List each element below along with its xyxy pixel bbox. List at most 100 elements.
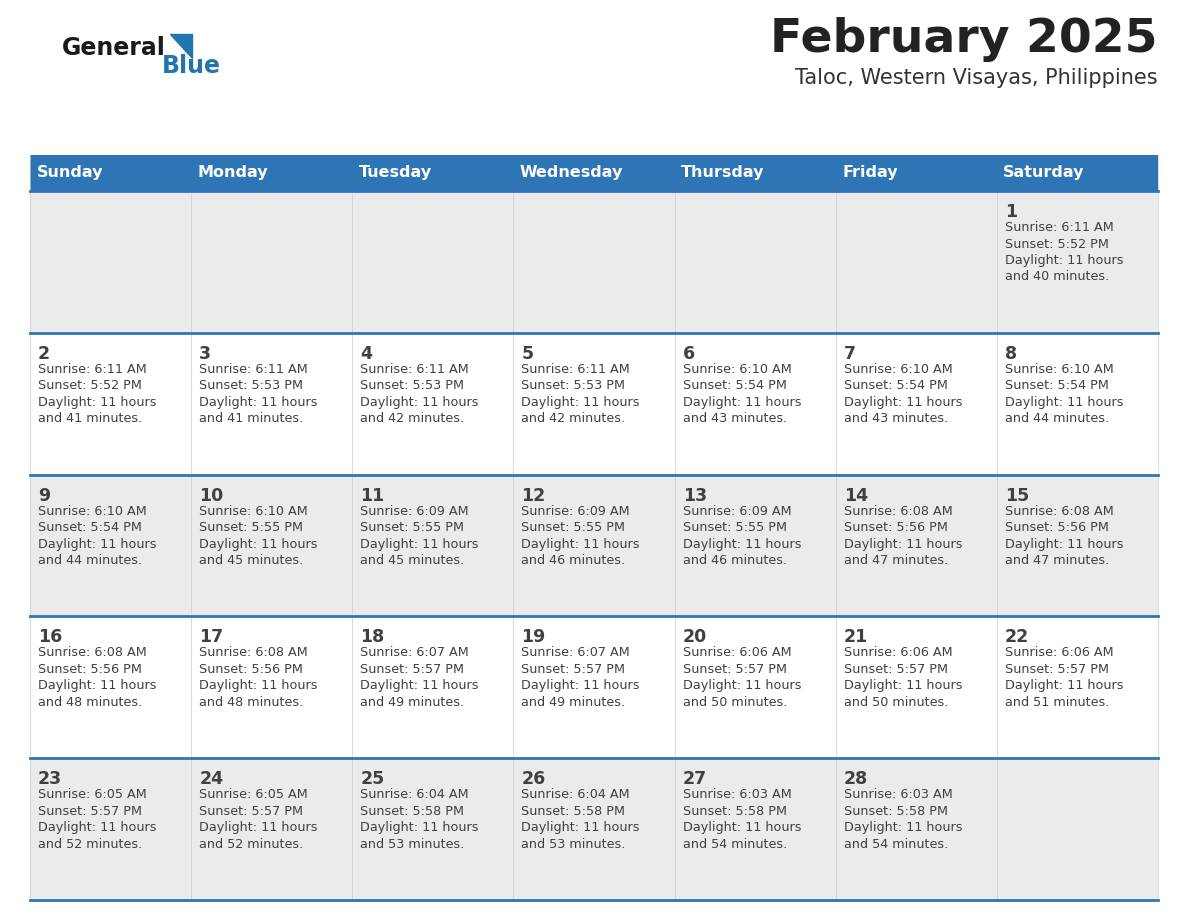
Text: Friday: Friday bbox=[842, 165, 898, 181]
Bar bbox=[191, 758, 353, 900]
Text: Daylight: 11 hours: Daylight: 11 hours bbox=[683, 396, 801, 409]
Bar bbox=[30, 475, 191, 616]
Text: 6: 6 bbox=[683, 345, 695, 363]
Text: Sunrise: 6:11 AM: Sunrise: 6:11 AM bbox=[360, 363, 469, 375]
Polygon shape bbox=[170, 34, 192, 58]
Text: and 53 minutes.: and 53 minutes. bbox=[522, 838, 626, 851]
Text: Daylight: 11 hours: Daylight: 11 hours bbox=[38, 679, 157, 692]
Text: Sunrise: 6:04 AM: Sunrise: 6:04 AM bbox=[360, 789, 469, 801]
Text: Daylight: 11 hours: Daylight: 11 hours bbox=[843, 822, 962, 834]
Text: Daylight: 11 hours: Daylight: 11 hours bbox=[38, 822, 157, 834]
Text: Daylight: 11 hours: Daylight: 11 hours bbox=[522, 538, 640, 551]
Text: Sunset: 5:55 PM: Sunset: 5:55 PM bbox=[360, 521, 465, 534]
Bar bbox=[191, 155, 353, 191]
Text: Daylight: 11 hours: Daylight: 11 hours bbox=[843, 396, 962, 409]
Text: Sunset: 5:55 PM: Sunset: 5:55 PM bbox=[683, 521, 786, 534]
Text: 20: 20 bbox=[683, 629, 707, 646]
Text: Daylight: 11 hours: Daylight: 11 hours bbox=[522, 396, 640, 409]
Text: Sunset: 5:58 PM: Sunset: 5:58 PM bbox=[683, 805, 786, 818]
Bar bbox=[835, 475, 997, 616]
Text: Sunrise: 6:06 AM: Sunrise: 6:06 AM bbox=[843, 646, 953, 659]
Bar bbox=[675, 758, 835, 900]
Text: Sunrise: 6:10 AM: Sunrise: 6:10 AM bbox=[843, 363, 953, 375]
Text: Sunset: 5:53 PM: Sunset: 5:53 PM bbox=[200, 379, 303, 392]
Text: Daylight: 11 hours: Daylight: 11 hours bbox=[38, 538, 157, 551]
Text: Sunset: 5:56 PM: Sunset: 5:56 PM bbox=[200, 663, 303, 676]
Text: 17: 17 bbox=[200, 629, 223, 646]
Text: Sunrise: 6:10 AM: Sunrise: 6:10 AM bbox=[38, 505, 147, 518]
Text: Sunset: 5:53 PM: Sunset: 5:53 PM bbox=[360, 379, 465, 392]
Text: 8: 8 bbox=[1005, 345, 1017, 363]
Text: Sunset: 5:55 PM: Sunset: 5:55 PM bbox=[200, 521, 303, 534]
Text: 12: 12 bbox=[522, 487, 545, 505]
Text: 14: 14 bbox=[843, 487, 868, 505]
Text: Blue: Blue bbox=[162, 54, 221, 78]
Text: 26: 26 bbox=[522, 770, 545, 789]
Text: Sunset: 5:55 PM: Sunset: 5:55 PM bbox=[522, 521, 625, 534]
Text: February 2025: February 2025 bbox=[771, 17, 1158, 62]
Bar bbox=[835, 616, 997, 758]
Text: and 47 minutes.: and 47 minutes. bbox=[1005, 554, 1110, 567]
Text: Daylight: 11 hours: Daylight: 11 hours bbox=[200, 396, 317, 409]
Text: and 49 minutes.: and 49 minutes. bbox=[522, 696, 626, 709]
Bar bbox=[30, 191, 191, 333]
Bar bbox=[353, 758, 513, 900]
Text: Daylight: 11 hours: Daylight: 11 hours bbox=[200, 822, 317, 834]
Text: and 49 minutes.: and 49 minutes. bbox=[360, 696, 465, 709]
Bar bbox=[191, 475, 353, 616]
Text: and 54 minutes.: and 54 minutes. bbox=[843, 838, 948, 851]
Bar bbox=[675, 333, 835, 475]
Bar bbox=[30, 333, 191, 475]
Text: and 45 minutes.: and 45 minutes. bbox=[360, 554, 465, 567]
Text: Daylight: 11 hours: Daylight: 11 hours bbox=[522, 822, 640, 834]
Bar bbox=[191, 191, 353, 333]
Text: and 40 minutes.: and 40 minutes. bbox=[1005, 271, 1110, 284]
Text: Sunset: 5:58 PM: Sunset: 5:58 PM bbox=[360, 805, 465, 818]
Bar bbox=[191, 333, 353, 475]
Text: Daylight: 11 hours: Daylight: 11 hours bbox=[683, 679, 801, 692]
Bar bbox=[675, 155, 835, 191]
Text: Sunset: 5:54 PM: Sunset: 5:54 PM bbox=[38, 521, 141, 534]
Text: 3: 3 bbox=[200, 345, 211, 363]
Text: Sunrise: 6:11 AM: Sunrise: 6:11 AM bbox=[38, 363, 147, 375]
Text: Sunset: 5:54 PM: Sunset: 5:54 PM bbox=[683, 379, 786, 392]
Text: 23: 23 bbox=[38, 770, 62, 789]
Bar bbox=[997, 191, 1158, 333]
Text: Daylight: 11 hours: Daylight: 11 hours bbox=[683, 538, 801, 551]
Text: Sunrise: 6:09 AM: Sunrise: 6:09 AM bbox=[683, 505, 791, 518]
Text: and 44 minutes.: and 44 minutes. bbox=[38, 554, 143, 567]
Text: Sunrise: 6:05 AM: Sunrise: 6:05 AM bbox=[38, 789, 147, 801]
Text: Wednesday: Wednesday bbox=[520, 165, 624, 181]
Text: Sunrise: 6:03 AM: Sunrise: 6:03 AM bbox=[683, 789, 791, 801]
Text: Sunset: 5:53 PM: Sunset: 5:53 PM bbox=[522, 379, 625, 392]
Text: Sunset: 5:57 PM: Sunset: 5:57 PM bbox=[843, 663, 948, 676]
Bar bbox=[513, 616, 675, 758]
Text: Sunrise: 6:09 AM: Sunrise: 6:09 AM bbox=[360, 505, 469, 518]
Text: and 54 minutes.: and 54 minutes. bbox=[683, 838, 786, 851]
Text: Sunrise: 6:08 AM: Sunrise: 6:08 AM bbox=[843, 505, 953, 518]
Text: 22: 22 bbox=[1005, 629, 1029, 646]
Text: Sunrise: 6:11 AM: Sunrise: 6:11 AM bbox=[200, 363, 308, 375]
Text: 4: 4 bbox=[360, 345, 372, 363]
Bar bbox=[30, 758, 191, 900]
Bar bbox=[997, 333, 1158, 475]
Text: and 51 minutes.: and 51 minutes. bbox=[1005, 696, 1110, 709]
Text: Sunset: 5:57 PM: Sunset: 5:57 PM bbox=[200, 805, 303, 818]
Text: Daylight: 11 hours: Daylight: 11 hours bbox=[1005, 396, 1124, 409]
Text: Sunrise: 6:10 AM: Sunrise: 6:10 AM bbox=[200, 505, 308, 518]
Text: 2: 2 bbox=[38, 345, 50, 363]
Text: 21: 21 bbox=[843, 629, 868, 646]
Bar bbox=[353, 155, 513, 191]
Text: and 53 minutes.: and 53 minutes. bbox=[360, 838, 465, 851]
Text: 1: 1 bbox=[1005, 203, 1017, 221]
Bar bbox=[513, 333, 675, 475]
Text: and 41 minutes.: and 41 minutes. bbox=[200, 412, 303, 425]
Text: 28: 28 bbox=[843, 770, 868, 789]
Text: and 52 minutes.: and 52 minutes. bbox=[38, 838, 143, 851]
Text: Sunset: 5:56 PM: Sunset: 5:56 PM bbox=[38, 663, 141, 676]
Text: Daylight: 11 hours: Daylight: 11 hours bbox=[1005, 254, 1124, 267]
Text: Sunrise: 6:08 AM: Sunrise: 6:08 AM bbox=[200, 646, 308, 659]
Text: and 48 minutes.: and 48 minutes. bbox=[38, 696, 143, 709]
Text: Daylight: 11 hours: Daylight: 11 hours bbox=[360, 396, 479, 409]
Text: General: General bbox=[62, 36, 166, 60]
